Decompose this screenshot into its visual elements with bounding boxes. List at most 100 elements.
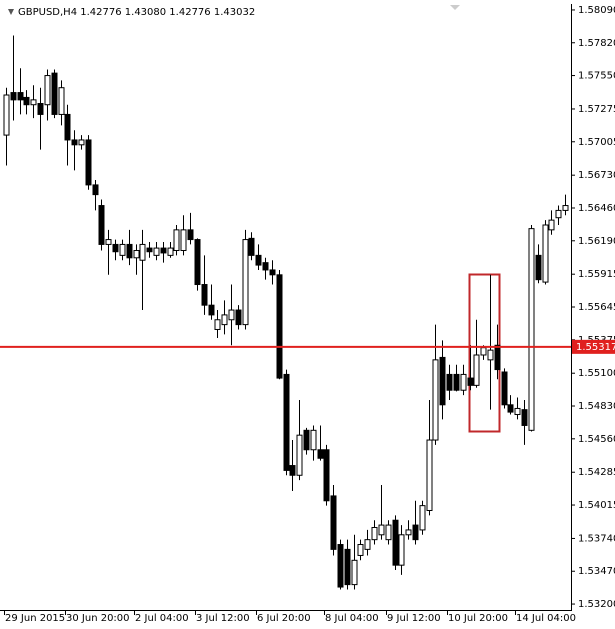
y-tick-label: 1.55100 [578,368,615,379]
candle-body [214,319,221,330]
price-level-tag [572,339,615,354]
candle-body [344,548,351,586]
candle-body [133,250,140,259]
candle-body [542,224,549,283]
candle-body [276,274,283,379]
candle-body [323,449,330,502]
candle-body [480,347,487,356]
candle-body [180,229,187,252]
candle-body [17,92,24,101]
candle-body [58,87,65,115]
candle-body [37,103,44,115]
candle-body [173,229,180,252]
candle-body [426,439,433,511]
candle-body [351,559,358,586]
candle-body [153,247,160,256]
candle-body [378,524,385,536]
x-tick-label: 6 Jul 20:00 [257,613,311,624]
candle-body [221,314,228,326]
y-tick-label: 1.56190 [578,236,615,247]
candle-body [528,228,535,431]
candle-body [357,544,364,556]
candle-body [92,184,99,196]
candle-body [167,247,174,256]
candle-body [453,373,460,391]
x-tick-label: 8 Jul 04:00 [325,613,379,624]
candle-body [398,534,405,566]
candle-body [439,356,446,406]
candle-body [337,544,344,588]
candle-body [23,96,30,106]
candle-body [283,373,290,471]
candle-body [10,92,17,101]
candle-body [392,519,399,566]
candle-body [248,237,255,256]
y-tick-label: 1.57005 [578,137,615,148]
symbol-icon [8,9,14,15]
candle-body [405,529,412,536]
candle-body [446,373,453,391]
candle-body [201,284,208,306]
candle-body [432,359,439,441]
candle-body [371,527,378,541]
candle-body [3,94,10,136]
candle-body [98,205,105,245]
candle-body [160,247,167,254]
x-tick-label: 3 Jul 12:00 [196,613,250,624]
candle-body [85,139,92,186]
candle-body [494,344,501,371]
shift-marker [450,5,460,10]
candle-body [146,247,153,253]
x-tick-label: 14 Jul 04:00 [516,613,576,624]
candle-body [51,72,58,115]
candle-body [562,205,569,211]
x-tick-label: 2 Jul 04:00 [135,613,189,624]
candle-body [473,354,480,386]
candle-body [194,239,201,286]
candle-body [242,239,249,326]
candle-body [555,209,562,219]
candle-body [78,139,85,146]
y-tick-label: 1.53200 [578,599,615,610]
y-tick-label: 1.57275 [578,104,615,115]
candle-body [289,465,296,476]
candle-body [119,243,126,256]
x-tick-label: 10 Jul 20:00 [448,613,508,624]
y-tick-label: 1.54285 [578,467,615,478]
y-tick-label: 1.55915 [578,269,615,280]
candle-body [235,309,242,326]
y-tick-label: 1.53470 [578,566,615,577]
candle-body [296,434,303,476]
candle-body [467,377,474,386]
y-tick-label: 1.53740 [578,533,615,544]
candle-body [514,407,521,416]
chart-title: GBPUSD,H4 1.42776 1.43080 1.42776 1.4303… [18,7,255,18]
candle-body [64,113,71,141]
x-tick-label: 29 Jun 2015 [5,613,65,624]
candle-body [521,409,528,426]
y-tick-label: 1.57820 [578,38,615,49]
candle-body [507,404,514,413]
candle-body [310,429,317,451]
x-tick-label: 9 Jul 12:00 [387,613,441,624]
y-tick-label: 1.54560 [578,434,615,445]
candle-body [364,539,371,550]
candle-body [255,254,262,266]
y-tick-label: 1.58090 [578,5,615,16]
candle-body [112,243,119,253]
candle-body [501,371,508,406]
x-tick-label: 30 Jun 20:00 [66,613,130,624]
y-tick-label: 1.54830 [578,401,615,412]
y-tick-label: 1.55645 [578,302,615,313]
candle-body [330,495,337,550]
candle-body [548,219,555,231]
candle-body [71,139,78,146]
candle-body [126,243,133,259]
candle-body [208,304,215,316]
candle-body [30,99,37,106]
y-tick-label: 1.56460 [578,203,615,214]
candle-body [105,239,112,245]
candle-body [269,269,276,276]
candle-body [412,524,419,541]
